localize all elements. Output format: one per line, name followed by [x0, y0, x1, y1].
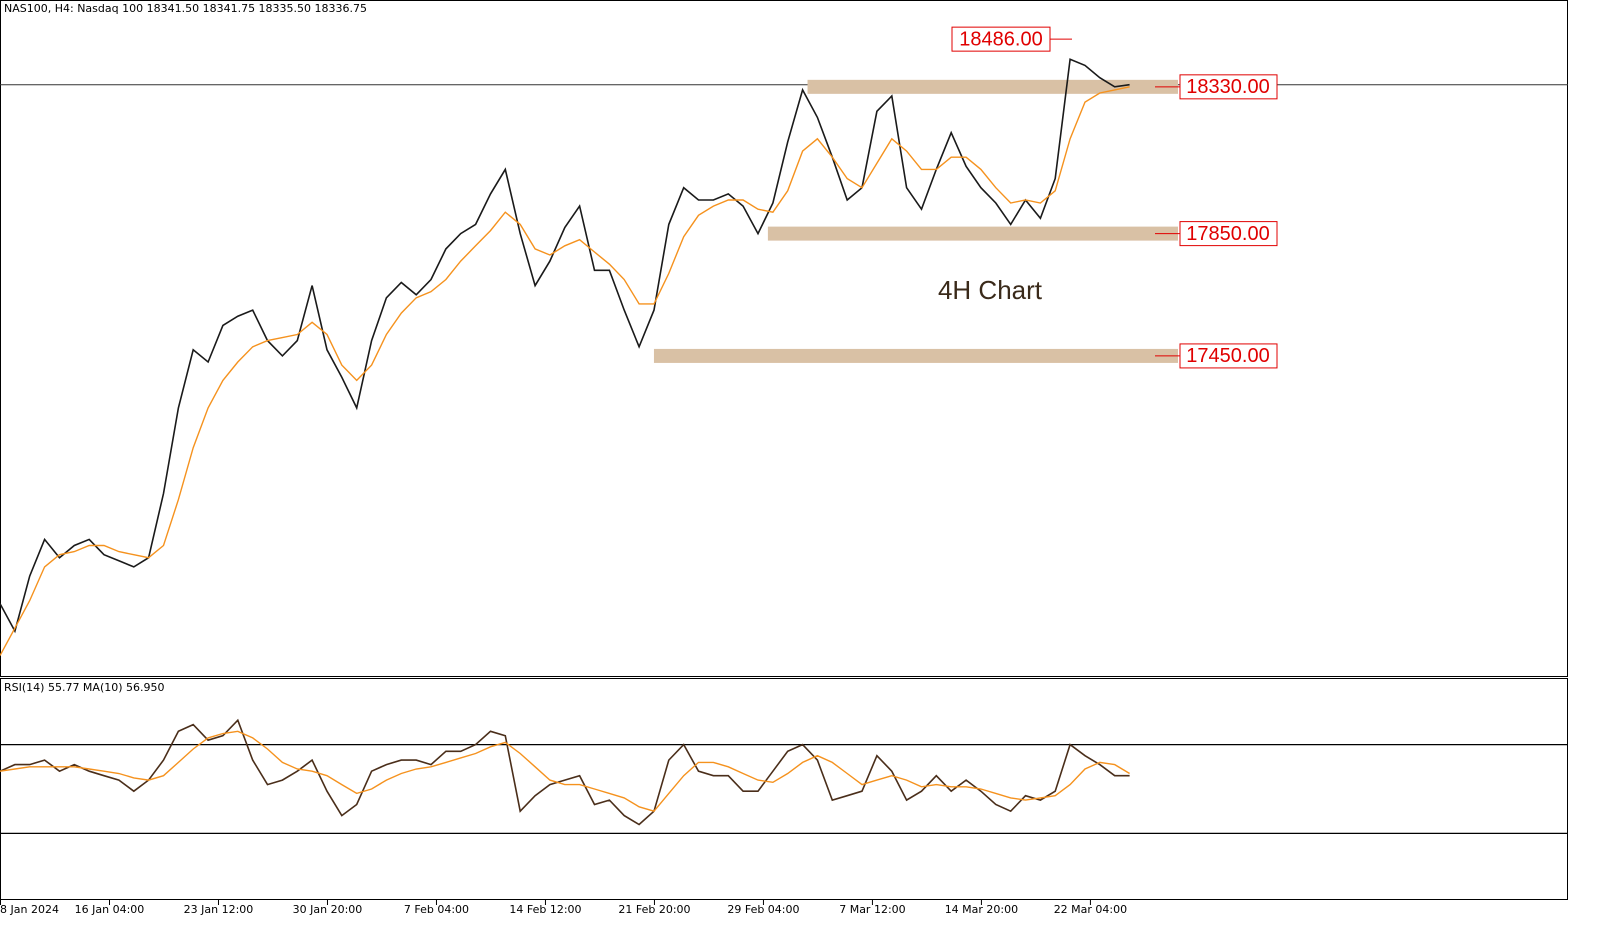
zone: [767, 226, 1178, 241]
level-box: [1179, 221, 1278, 247]
x-tick-label: 16 Jan 04:00: [75, 903, 145, 916]
rsi-title: RSI(14) 55.77 MA(10) 56.950: [4, 681, 165, 694]
level-label: 18486.00: [959, 28, 1042, 50]
x-tick-label: 8 Jan 2024: [0, 903, 59, 916]
annotation: 4H Chart: [938, 275, 1043, 305]
x-tick-label: 14 Feb 12:00: [509, 903, 581, 916]
series-line: [0, 58, 1130, 634]
level-box: [951, 26, 1051, 52]
x-tick-label: 29 Feb 04:00: [727, 903, 799, 916]
rsi-pane: [0, 678, 1568, 900]
level-box: [1179, 74, 1278, 100]
level-label: 18330.00: [1186, 76, 1269, 98]
main-pane: [0, 0, 1568, 677]
level-label: 17850.00: [1186, 223, 1269, 245]
series-line: [0, 86, 1130, 656]
x-tick-label: 7 Mar 12:00: [839, 903, 905, 916]
x-tick-label: 14 Mar 20:00: [945, 903, 1018, 916]
level-label: 17450.00: [1186, 345, 1269, 367]
level-box: [1179, 343, 1278, 369]
x-tick-label: 23 Jan 12:00: [184, 903, 254, 916]
x-tick-label: 21 Feb 20:00: [618, 903, 690, 916]
x-tick-label: 7 Feb 04:00: [404, 903, 469, 916]
chart-title: NAS100, H4: Nasdaq 100 18341.50 18341.75…: [4, 2, 367, 15]
series-line: [0, 718, 1130, 826]
series-line: [0, 730, 1130, 813]
zone: [653, 348, 1178, 363]
x-tick-label: 22 Mar 04:00: [1054, 903, 1127, 916]
x-tick-label: 30 Jan 20:00: [293, 903, 363, 916]
zone: [807, 79, 1178, 94]
